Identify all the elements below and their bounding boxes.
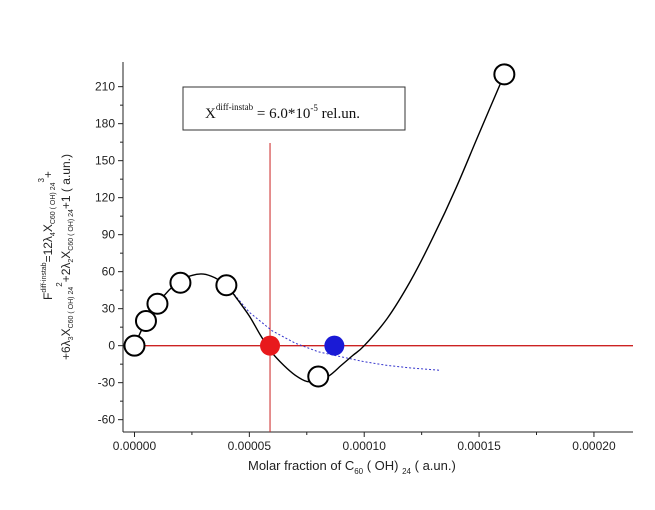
data-point (307, 365, 330, 388)
y-tick-label: 120 (95, 191, 115, 205)
y-axis-label-line1: Fdiff-instab=12λ4XC60 ( OH) 243+ (37, 171, 57, 300)
x-tick-label: 0.00015 (457, 439, 501, 453)
y-tick-label: 150 (95, 154, 115, 168)
x-tick-label: 0.00020 (572, 439, 616, 453)
y-tick-label: 210 (95, 80, 115, 94)
y-tick-label: 0 (108, 339, 115, 353)
y-tick-label: 180 (95, 117, 115, 131)
y-axis-label-line2: +6λ3XC60 ( OH) 242+2λ2XC60 ( OH) 24+1 ( … (55, 154, 75, 360)
y-tick-label: 90 (102, 228, 116, 242)
x-tick-label: 0.00010 (343, 439, 387, 453)
annotation-frame (182, 86, 406, 131)
red-marker (260, 335, 281, 356)
data-point (134, 310, 157, 332)
data-point (123, 334, 146, 357)
x-axis-label: Molar fraction of C60 ( OH) 24 ( a.un.) (248, 458, 456, 476)
annotation-box: Xdiff-instab = 6.0*10-5 rel.un. (182, 86, 406, 131)
plot-area (123, 63, 633, 432)
data-point (169, 271, 192, 294)
annotation-text: Xdiff-instab = 6.0*10-5 rel.un. (205, 102, 360, 122)
x-tick-label: 0.00005 (228, 439, 272, 453)
y-tick-label: 30 (102, 302, 116, 316)
data-point (146, 292, 169, 315)
ticks: 0.00000 0.00005 0.00010 0.00015 0.00020 -60 -3… (95, 80, 616, 453)
y-tick-label: -60 (98, 413, 116, 427)
data-point (215, 274, 238, 297)
blue-marker (324, 335, 345, 356)
tangent-line (226, 284, 441, 371)
y-tick-label: -30 (98, 376, 116, 390)
x-tick-label: 0.00000 (113, 439, 157, 453)
data-point (493, 63, 516, 86)
y-tick-label: 60 (102, 265, 116, 279)
